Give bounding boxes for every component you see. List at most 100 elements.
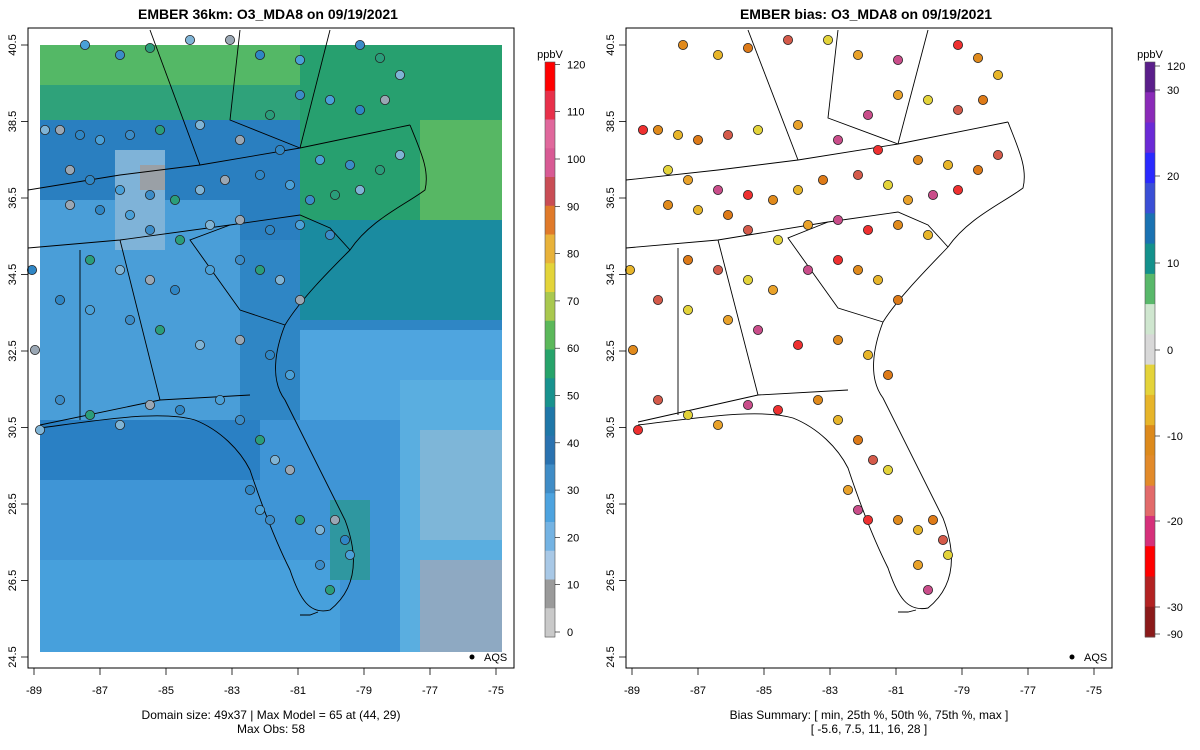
aqs-site-marker	[683, 409, 694, 420]
aqs-site-marker	[893, 219, 904, 230]
colorbar-tick-label: 40	[567, 438, 579, 450]
aqs-site-marker	[743, 224, 754, 235]
aqs-site-marker	[254, 434, 265, 445]
aqs-site-marker	[194, 339, 205, 350]
aqs-site-marker	[743, 189, 754, 200]
aqs-site-marker	[883, 179, 894, 190]
aqs-site-marker	[254, 264, 265, 275]
aqs-site-marker	[863, 224, 874, 235]
aqs-site-marker	[713, 264, 724, 275]
right-colorbar-unit: ppbV	[1137, 49, 1163, 61]
colorbar-tick-label: 10	[1167, 258, 1179, 270]
x-tick-label: -81	[888, 685, 904, 697]
y-tick-label: 32.5	[605, 340, 617, 361]
x-tick-label: -79	[954, 685, 970, 697]
aqs-site-marker	[264, 224, 275, 235]
x-tick-label: -83	[224, 685, 240, 697]
aqs-site-marker	[65, 199, 76, 210]
aqs-site-marker	[873, 274, 884, 285]
aqs-site-marker	[793, 339, 804, 350]
aqs-site-marker	[284, 369, 295, 380]
y-tick-label: 28.5	[605, 493, 617, 514]
y-tick-label: 40.5	[7, 34, 19, 55]
left-x-axis: -89 -87 -85 -83 -81 -79 -77 -75	[26, 668, 504, 697]
y-tick-label: 34.5	[605, 264, 617, 285]
aqs-site-marker	[693, 204, 704, 215]
aqs-site-marker	[35, 424, 46, 435]
aqs-site-marker	[174, 234, 185, 245]
y-tick-label: 36.5	[605, 187, 617, 208]
aqs-site-marker	[768, 284, 779, 295]
x-tick-label: -89	[26, 685, 42, 697]
aqs-site-marker	[663, 164, 674, 175]
right-plot-frame	[625, 27, 1113, 669]
x-tick-label: -85	[756, 685, 772, 697]
aqs-site-marker	[274, 144, 285, 155]
y-tick-label: 24.5	[605, 646, 617, 667]
aqs-site-marker	[55, 394, 66, 405]
right-caption-bias-values: [ -5.6, 7.5, 11, 16, 28 ]	[810, 722, 928, 736]
left-caption-max-obs: Max Obs: 58	[236, 722, 306, 736]
aqs-site-marker	[314, 525, 325, 536]
x-tick-label: -85	[158, 685, 174, 697]
aqs-site-marker	[883, 464, 894, 475]
aqs-site-marker	[833, 134, 844, 145]
x-tick-label: -75	[1086, 685, 1102, 697]
aqs-sites-left	[26, 35, 405, 596]
aqs-site-marker	[923, 585, 934, 596]
aqs-site-marker	[973, 53, 984, 64]
aqs-site-marker	[678, 40, 689, 51]
aqs-site-marker	[324, 95, 335, 106]
right-map: AQS -89 -87 -85 -83 -81 -79 -77 -75 24.5 26.5 28.…	[605, 27, 1113, 697]
aqs-site-marker	[294, 515, 305, 526]
aqs-site-marker	[993, 70, 1004, 81]
aqs-site-marker	[174, 404, 185, 415]
colorbar-tick-label: 80	[567, 249, 579, 261]
aqs-site-marker	[913, 560, 924, 571]
colorbar-tick-label: -90	[1167, 629, 1183, 641]
aqs-site-marker	[863, 515, 874, 526]
aqs-site-marker	[194, 120, 205, 131]
left-colorbar-unit: ppbV	[537, 49, 563, 61]
aqs-site-marker	[723, 129, 734, 140]
aqs-site-marker	[85, 304, 96, 315]
aqs-site-marker	[893, 515, 904, 526]
aqs-site-marker	[673, 129, 684, 140]
aqs-site-marker	[284, 464, 295, 475]
colorbar-tick-label: 0	[1167, 345, 1173, 357]
right-caption: Bias Summary: [ min, 25th %, 50th %, 75t…	[626, 708, 1112, 736]
right-panel-title: EMBER bias: O3_MDA8 on 09/19/2021	[739, 6, 993, 22]
aqs-site-marker	[244, 484, 255, 495]
aqs-site-marker	[653, 125, 664, 136]
right-colorbar: ppbV 120 30 20 10 0 -10 -20 -30 -90	[1137, 49, 1185, 641]
aqs-site-marker	[938, 535, 949, 546]
aqs-legend-label-right: AQS	[1084, 652, 1107, 664]
aqs-site-marker	[374, 53, 385, 64]
aqs-site-marker	[818, 174, 829, 185]
colorbar-tick-label: 30	[567, 485, 579, 497]
y-tick-label: 30.5	[7, 417, 19, 438]
x-tick-label: -75	[488, 685, 504, 697]
aqs-site-marker	[743, 399, 754, 410]
aqs-site-marker	[344, 550, 355, 561]
aqs-site-marker	[683, 174, 694, 185]
aqs-site-marker	[853, 169, 864, 180]
aqs-site-marker	[234, 214, 245, 225]
colorbar-tick-label: 50	[567, 391, 579, 403]
aqs-site-marker	[713, 419, 724, 430]
aqs-site-marker	[144, 189, 155, 200]
aqs-sites-right	[625, 35, 1004, 596]
aqs-site-marker	[80, 40, 91, 51]
aqs-site-marker	[125, 129, 136, 140]
y-tick-label: 32.5	[7, 340, 19, 361]
aqs-site-marker	[913, 525, 924, 536]
x-tick-label: -87	[92, 685, 108, 697]
aqs-site-marker	[683, 254, 694, 265]
aqs-site-marker	[264, 515, 275, 526]
left-map: AQS -89 -87 -85 -83 -81 -79 -77 -75 24.5 26.5 28.…	[7, 27, 515, 697]
aqs-site-marker	[224, 35, 235, 46]
aqs-site-marker	[953, 105, 964, 116]
aqs-site-marker	[144, 224, 155, 235]
aqs-site-marker	[354, 184, 365, 195]
aqs-site-marker	[683, 304, 694, 315]
